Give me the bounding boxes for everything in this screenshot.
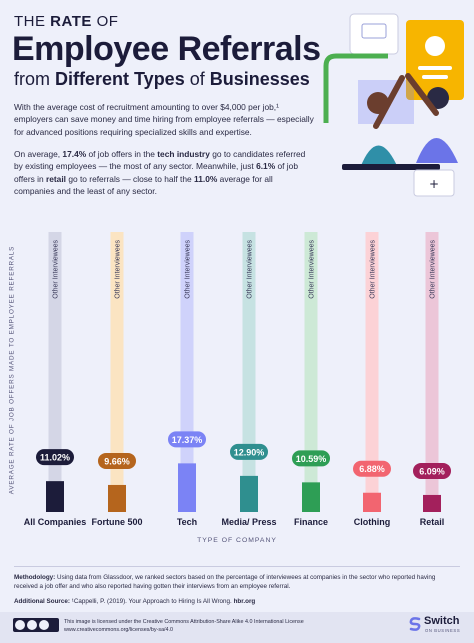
background-track: [304, 232, 318, 512]
value-label: 11.02%: [40, 453, 70, 463]
methodology-note: Methodology: Using data from Glassdoor, …: [14, 573, 460, 591]
value-label-pill: [168, 431, 206, 448]
license-line: This image is licensed under the Creativ…: [64, 619, 304, 625]
pre-title-of: OF: [96, 13, 119, 30]
intro-stats-paragraph: On average, 17.4% of job offers in the t…: [14, 148, 314, 197]
value-label: 12.90%: [234, 447, 265, 457]
bar: [46, 481, 64, 512]
background-series-label: Other Interviewees: [53, 240, 60, 299]
category-label: Retail: [420, 517, 445, 527]
intro-text: of job offers in: [14, 161, 298, 184]
intro-highlight: 17.4%: [62, 149, 87, 159]
value-label: 10.59%: [296, 454, 327, 464]
intro-text: average for all companies and the least …: [14, 173, 273, 196]
value-label-pill: [413, 462, 451, 479]
intro-text: go to candidates referred by existing em…: [14, 149, 306, 172]
value-label: 17.37%: [172, 435, 203, 445]
value-label-pill: [353, 460, 391, 477]
value-label: 9.66%: [104, 456, 130, 466]
methodology-label: Methodology:: [14, 574, 56, 581]
intro-highlight: tech industry: [157, 149, 210, 159]
value-label-pill: [36, 449, 74, 466]
license-text: This image is licensed under the Creativ…: [64, 618, 304, 634]
category-label: Clothing: [354, 517, 391, 527]
intro-text: of job offers in the: [88, 149, 155, 159]
category-label: Fortune 500: [91, 517, 142, 527]
switch-logo-icon: [409, 617, 421, 631]
category-label: Finance: [294, 517, 328, 527]
intro-highlight: 11.0%: [194, 173, 218, 184]
background-series-label: Other Interviewees: [309, 240, 316, 299]
bar-chart: Other Interviewees 11.02% All Companies Oth…: [24, 232, 451, 527]
methodology-text: Using data from Glassdoor, we ranked sec…: [14, 574, 436, 590]
page-title: Employee Referrals: [12, 30, 321, 68]
background-track: [425, 232, 439, 512]
value-label-pill: [98, 452, 136, 469]
bar: [108, 484, 126, 512]
bar: [178, 463, 196, 512]
subtitle-types: Different Types: [55, 69, 185, 89]
bar: [302, 482, 320, 512]
background-series-label: Other Interviewees: [247, 240, 254, 299]
pre-title-the: THE: [14, 13, 46, 30]
subtitle-of: of: [189, 69, 205, 89]
category-label: All Companies: [24, 517, 87, 527]
value-label-pill: [230, 443, 268, 460]
bar: [240, 475, 258, 512]
license-url[interactable]: www.creativecommons.org/licenses/by-sa/4…: [64, 627, 174, 633]
category-label: Media/ Press: [221, 517, 276, 527]
license-bar: [0, 612, 474, 643]
background-series-label: Other Interviewees: [185, 240, 192, 299]
intro-highlight: retail: [45, 173, 66, 184]
source-link[interactable]: hbr.org: [233, 598, 256, 605]
subtitle-businesses: Businesses: [209, 69, 310, 89]
additional-source: Additional Source: ¹Cappelli, P. (2019).…: [14, 598, 255, 605]
value-label-pill: [292, 450, 330, 467]
pre-title: THE RATE OF: [14, 13, 118, 30]
intro-text: On average,: [14, 149, 61, 159]
source-text: ¹Cappelli, P. (2019). Your Approach to H…: [71, 598, 232, 605]
brand-tagline: ON BUSINESS: [425, 628, 461, 633]
bar: [363, 492, 381, 512]
x-axis-title: TYPE OF COMPANY: [197, 537, 277, 544]
pre-title-rate: RATE: [50, 13, 92, 30]
value-label: 6.09%: [419, 466, 445, 476]
footer-divider: [14, 566, 460, 567]
page-subtitle: from Different Types of Businesses: [14, 69, 310, 90]
bar: [423, 494, 441, 512]
high-five-illustration: +: [323, 13, 464, 197]
brand-name: Switch: [424, 615, 460, 627]
source-label: Additional Source:: [14, 598, 70, 605]
creative-commons-icon: [13, 618, 59, 632]
background-series-label: Other Interviewees: [370, 240, 377, 299]
background-track: [242, 232, 256, 512]
background-series-label: Other Interviewees: [430, 240, 437, 299]
background-track: [365, 232, 379, 512]
intro-paragraph: With the average cost of recruitment amo…: [14, 102, 314, 137]
background-track: [110, 232, 124, 512]
value-label: 6.88%: [359, 464, 385, 474]
svg-text:+: +: [429, 177, 439, 191]
subtitle-from: from: [14, 69, 50, 89]
category-label: Tech: [177, 517, 197, 527]
background-series-label: Other Interviewees: [115, 240, 122, 299]
intro-text: go to referrals — close to half the: [68, 173, 192, 184]
background-track: [48, 232, 62, 512]
intro-highlight: 6.1%: [256, 161, 276, 172]
